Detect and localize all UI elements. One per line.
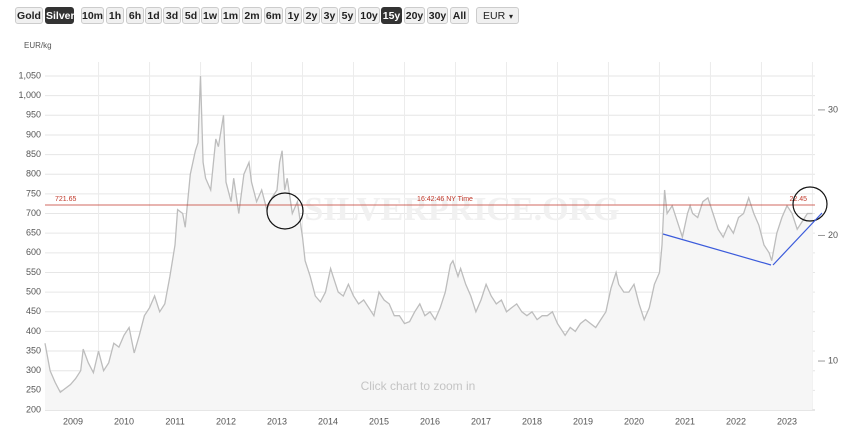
y-tick-label: 950 (26, 110, 41, 120)
range-button[interactable]: 15y (381, 7, 402, 24)
y-tick-label: 900 (26, 129, 41, 139)
y-tick-label: 600 (26, 247, 41, 257)
y-tick-label: 300 (26, 365, 41, 375)
y-tick-label: 500 (26, 286, 41, 296)
x-tick-label: 2018 (522, 416, 542, 426)
y2-tick-label: 30 (828, 104, 838, 114)
x-tick-label: 2021 (675, 416, 695, 426)
x-tick-label: 2014 (318, 416, 338, 426)
price-line (44, 75, 813, 394)
x-tick-label: 2023 (777, 416, 797, 426)
y-tick-label: 700 (26, 208, 41, 218)
area (45, 76, 813, 410)
y-tick-label: 800 (26, 169, 41, 179)
range-button[interactable]: 5d (182, 7, 200, 24)
x-tick-label: 2015 (369, 416, 389, 426)
currency-select[interactable]: EUR ▾ (476, 7, 519, 24)
x-tick-label: 2010 (114, 416, 134, 426)
y-tick-label: 450 (26, 306, 41, 316)
x-tick-label: 2011 (165, 416, 184, 426)
current-time-label: 16:42:46 NY Time (417, 196, 473, 203)
range-button[interactable]: 6m (264, 7, 283, 24)
range-button[interactable]: 3d (163, 7, 181, 24)
range-button[interactable]: 1w (201, 7, 219, 24)
trend-line (662, 233, 772, 266)
x-tick-label: 2022 (726, 416, 746, 426)
currency-text: EUR (483, 10, 506, 22)
annotation-circle (266, 192, 304, 230)
y-tick-label: 750 (26, 188, 41, 198)
y-tick-label: 650 (26, 228, 41, 238)
metal-button[interactable]: Gold (15, 7, 43, 24)
range-button[interactable]: 20y (404, 7, 425, 24)
range-button[interactable]: 1y (285, 7, 302, 24)
y-tick-label: 250 (26, 385, 41, 395)
zoom-hint: Click chart to zoom in (361, 379, 476, 393)
y-tick-label: 350 (26, 345, 41, 355)
current-price-y2-label: 22.45 (789, 196, 807, 203)
y-tick-label: 850 (26, 149, 41, 159)
range-button[interactable]: 1m (221, 7, 240, 24)
x-tick-label: 2012 (216, 416, 236, 426)
y-tick-label: 1,000 (18, 90, 41, 100)
current-price-label: 721.65 (55, 196, 77, 203)
overlay: 721.65 16:42:46 NY Time 22.45 (45, 196, 815, 206)
range-button[interactable]: 1d (145, 7, 162, 24)
annotation-circle (792, 186, 828, 222)
y2-tick-label: 10 (828, 355, 838, 365)
range-button[interactable]: 1h (106, 7, 124, 24)
trend-line (772, 212, 823, 266)
plot (44, 75, 813, 410)
grid: 200 250 300 350 400 450 500 550 600 650 700 750 800 8… (18, 62, 838, 426)
range-button[interactable]: 6h (126, 7, 144, 24)
y-tick-label: 550 (26, 267, 41, 277)
range-button[interactable]: 10y (358, 7, 380, 24)
range-button[interactable]: 30y (427, 7, 448, 24)
x-tick-label: 2020 (624, 416, 644, 426)
x-tick-label: 2009 (63, 416, 83, 426)
range-button[interactable]: 5y (339, 7, 356, 24)
select-arrow: ▾ (508, 12, 513, 21)
x-tick-label: 2017 (471, 416, 491, 426)
range-button[interactable]: 2m (242, 7, 262, 24)
range-button[interactable]: 10m (81, 7, 104, 24)
y2-tick-label: 20 (828, 230, 838, 240)
y-axis-label: EUR/kg (24, 41, 52, 50)
x-tick-label: 2019 (573, 416, 593, 426)
range-button[interactable]: 2y (303, 7, 320, 24)
range-button[interactable]: All (450, 7, 469, 24)
y-tick-label: 200 (26, 404, 41, 414)
metal-button[interactable]: Silver (45, 7, 75, 24)
x-tick-label: 2013 (267, 416, 287, 426)
x-tick-label: 2016 (420, 416, 440, 426)
y-tick-label: 1,050 (18, 70, 41, 80)
range-button[interactable]: 3y (321, 7, 338, 24)
watermark: SILVERPRICE.ORG (304, 191, 619, 228)
y-tick-label: 400 (26, 326, 41, 336)
